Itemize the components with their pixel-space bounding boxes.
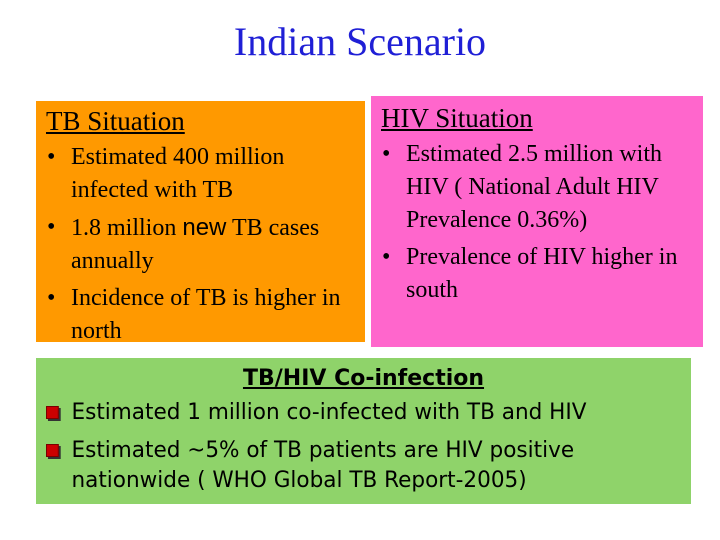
round-bullet-icon: • [47,144,56,170]
square-bullet-icon [46,406,59,419]
tb-situation-heading: TB Situation [46,106,185,136]
hiv-situation-heading: HIV Situation [381,103,533,133]
tb-item-text-post: TB cases annually [71,215,320,274]
round-bullet-icon: • [47,214,56,240]
tb-situation-list: • Estimated 400 million infected with TB… [44,141,357,348]
list-item: • Prevalence of HIV higher in south [379,241,695,307]
coinfection-heading: TB/HIV Co-infection [242,366,485,391]
tb-item-text-pre: 1.8 million [71,215,183,241]
coinfection-list: Estimated 1 million co-infected with TB … [46,398,681,496]
tb-item-text: Incidence of TB is higher in north [71,285,341,344]
square-bullet-icon [46,444,59,457]
coinfection-box: TB/HIV Co-infection Estimated 1 million … [36,358,691,504]
page-title: Indian Scenario [233,19,487,64]
list-item: • Estimated 2.5 million with HIV ( Natio… [379,138,695,237]
coinfection-item-text: Estimated 1 million co-infected with TB … [71,400,587,425]
list-item: Estimated ~5% of TB patients are HIV pos… [46,436,668,496]
list-item: • 1.8 million new TB cases annually [44,211,357,278]
tb-item-emphasis: new [182,214,227,241]
round-bullet-icon: • [382,244,391,270]
list-item: • Estimated 400 million infected with TB [44,141,357,207]
tb-situation-box: TB Situation • Estimated 400 million inf… [36,101,365,344]
hiv-item-text: Estimated 2.5 million with HIV ( Nationa… [406,141,662,233]
list-item: • Incidence of TB is higher in north [44,282,357,348]
tb-item-text: Estimated 400 million infected with TB [71,144,285,203]
round-bullet-icon: • [47,285,56,311]
round-bullet-icon: • [382,141,391,167]
hiv-situation-box: HIV Situation • Estimated 2.5 million wi… [371,96,703,347]
coinfection-item-text: Estimated ~5% of TB patients are HIV pos… [71,438,575,493]
hiv-situation-list: • Estimated 2.5 million with HIV ( Natio… [379,138,695,307]
hiv-item-text: Prevalence of HIV higher in south [406,244,678,303]
list-item: Estimated 1 million co-infected with TB … [46,398,668,428]
